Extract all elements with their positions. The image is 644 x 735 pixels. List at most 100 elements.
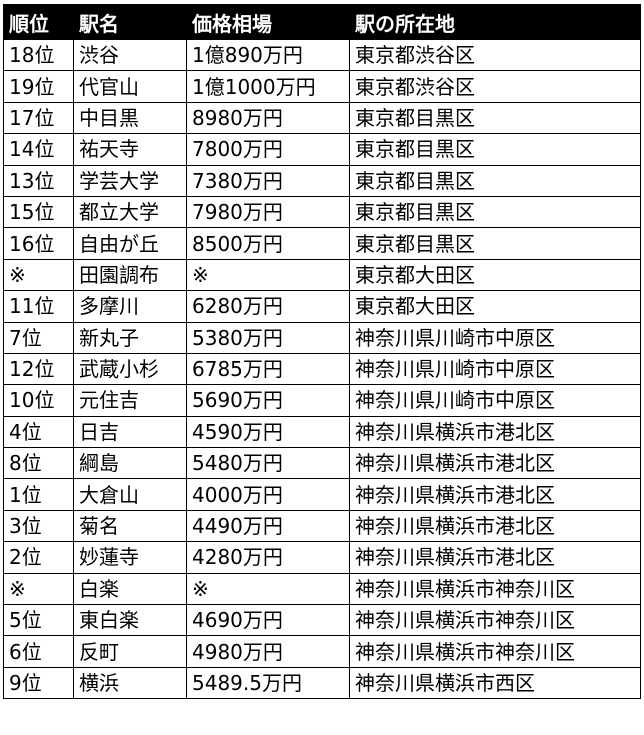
rank-cell: 13位 <box>3 164 74 197</box>
location-cell: 東京都大田区 <box>349 290 641 323</box>
location-cell: 神奈川県横浜市港北区 <box>349 541 641 574</box>
station-cell: 渋谷 <box>73 38 187 72</box>
price-cell: 1億890万円 <box>186 38 350 72</box>
price-cell: 6280万円 <box>186 290 350 323</box>
price-cell: 8500万円 <box>186 227 350 260</box>
table-row: 2位 妙蓮寺 4280万円 神奈川県横浜市港北区 <box>3 541 641 574</box>
header-price: 価格相場 <box>186 4 350 40</box>
price-cell: 5480万円 <box>186 447 350 480</box>
header-rank: 順位 <box>3 4 74 40</box>
location-cell: 東京都渋谷区 <box>349 70 641 103</box>
table-row: 15位 都立大学 7980万円 東京都目黒区 <box>3 195 641 229</box>
location-cell: 神奈川県横浜市港北区 <box>349 415 641 449</box>
price-cell: 4590万円 <box>186 415 350 449</box>
location-cell: 神奈川県川崎市中原区 <box>349 384 641 417</box>
station-cell: 反町 <box>73 635 187 668</box>
table-row: 18位 渋谷 1億890万円 東京都渋谷区 <box>3 38 641 72</box>
table-row: 12位 武蔵小杉 6785万円 神奈川県川崎市中原区 <box>3 352 641 386</box>
station-cell: 学芸大学 <box>73 164 187 197</box>
station-cell: 元住吉 <box>73 384 187 417</box>
price-cell: 7380万円 <box>186 164 350 197</box>
station-cell: 綱島 <box>73 447 187 480</box>
station-cell: 大倉山 <box>73 478 187 511</box>
header-location: 駅の所在地 <box>349 4 641 40</box>
rank-cell: 4位 <box>3 415 74 449</box>
station-cell: 武蔵小杉 <box>73 352 187 386</box>
rank-cell: ※ <box>3 572 74 606</box>
station-cell: 田園調布 <box>73 258 187 292</box>
table-row: 9位 横浜 5489.5万円 神奈川県横浜市西区 <box>3 666 641 700</box>
rank-cell: 7位 <box>3 321 74 354</box>
table-row: ※ 田園調布 ※ 東京都大田区 <box>3 258 641 292</box>
rank-cell: 1位 <box>3 478 74 511</box>
station-cell: 妙蓮寺 <box>73 541 187 574</box>
rank-cell: 19位 <box>3 70 74 103</box>
table-row: 17位 中目黒 8980万円 東京都目黒区 <box>3 101 641 135</box>
location-cell: 神奈川県横浜市神奈川区 <box>349 635 641 668</box>
location-cell: 神奈川県横浜市神奈川区 <box>349 572 641 606</box>
price-cell: 7980万円 <box>186 195 350 229</box>
price-cell: 7800万円 <box>186 133 350 166</box>
table-row: 16位 自由が丘 8500万円 東京都目黒区 <box>3 227 641 260</box>
location-cell: 東京都目黒区 <box>349 227 641 260</box>
location-cell: 神奈川県横浜市神奈川区 <box>349 604 641 637</box>
price-cell: ※ <box>186 258 350 292</box>
station-cell: 代官山 <box>73 70 187 103</box>
rank-cell: 5位 <box>3 604 74 637</box>
price-cell: 4280万円 <box>186 541 350 574</box>
table-row: 3位 菊名 4490万円 神奈川県横浜市港北区 <box>3 509 641 543</box>
table-row: 13位 学芸大学 7380万円 東京都目黒区 <box>3 164 641 197</box>
rank-cell: 10位 <box>3 384 74 417</box>
rank-cell: 12位 <box>3 352 74 386</box>
rank-cell: 14位 <box>3 133 74 166</box>
station-cell: 新丸子 <box>73 321 187 354</box>
location-cell: 神奈川県川崎市中原区 <box>349 352 641 386</box>
location-cell: 東京都大田区 <box>349 258 641 292</box>
table-row: 11位 多摩川 6280万円 東京都大田区 <box>3 290 641 323</box>
rank-cell: 6位 <box>3 635 74 668</box>
table-row: 7位 新丸子 5380万円 神奈川県川崎市中原区 <box>3 321 641 354</box>
location-cell: 東京都目黒区 <box>349 195 641 229</box>
rank-cell: 16位 <box>3 227 74 260</box>
table-row: 8位 綱島 5480万円 神奈川県横浜市港北区 <box>3 447 641 480</box>
price-cell: 5690万円 <box>186 384 350 417</box>
rank-cell: 18位 <box>3 38 74 72</box>
station-cell: 横浜 <box>73 666 187 700</box>
location-cell: 東京都目黒区 <box>349 101 641 135</box>
station-price-table: 順位 駅名 価格相場 駅の所在地 18位 渋谷 1億890万円 東京都渋谷区 19位 代官… <box>3 4 641 700</box>
price-cell: 4690万円 <box>186 604 350 637</box>
location-cell: 神奈川県横浜市港北区 <box>349 478 641 511</box>
table-row: 1位 大倉山 4000万円 神奈川県横浜市港北区 <box>3 478 641 511</box>
station-cell: 東白楽 <box>73 604 187 637</box>
price-cell: 5489.5万円 <box>186 666 350 700</box>
price-cell: ※ <box>186 572 350 606</box>
station-cell: 白楽 <box>73 572 187 606</box>
price-cell: 4000万円 <box>186 478 350 511</box>
rank-cell: 9位 <box>3 666 74 700</box>
table-row: 19位 代官山 1億1000万円 東京都渋谷区 <box>3 70 641 103</box>
location-cell: 神奈川県川崎市中原区 <box>349 321 641 354</box>
station-cell: 中目黒 <box>73 101 187 135</box>
price-cell: 1億1000万円 <box>186 70 350 103</box>
station-cell: 日吉 <box>73 415 187 449</box>
table-row: 6位 反町 4980万円 神奈川県横浜市神奈川区 <box>3 635 641 668</box>
table-row: 4位 日吉 4590万円 神奈川県横浜市港北区 <box>3 415 641 449</box>
location-cell: 東京都目黒区 <box>349 133 641 166</box>
location-cell: 神奈川県横浜市港北区 <box>349 509 641 543</box>
station-cell: 多摩川 <box>73 290 187 323</box>
header-row: 順位 駅名 価格相場 駅の所在地 <box>3 4 641 40</box>
rank-cell: 3位 <box>3 509 74 543</box>
rank-cell: 8位 <box>3 447 74 480</box>
station-cell: 自由が丘 <box>73 227 187 260</box>
rank-cell: 15位 <box>3 195 74 229</box>
location-cell: 神奈川県横浜市西区 <box>349 666 641 700</box>
rank-cell: 2位 <box>3 541 74 574</box>
location-cell: 神奈川県横浜市港北区 <box>349 447 641 480</box>
table-row: ※ 白楽 ※ 神奈川県横浜市神奈川区 <box>3 572 641 606</box>
table-row: 14位 祐天寺 7800万円 東京都目黒区 <box>3 133 641 166</box>
table-row: 5位 東白楽 4690万円 神奈川県横浜市神奈川区 <box>3 604 641 637</box>
price-cell: 6785万円 <box>186 352 350 386</box>
station-cell: 祐天寺 <box>73 133 187 166</box>
price-cell: 4490万円 <box>186 509 350 543</box>
table-row: 10位 元住吉 5690万円 神奈川県川崎市中原区 <box>3 384 641 417</box>
